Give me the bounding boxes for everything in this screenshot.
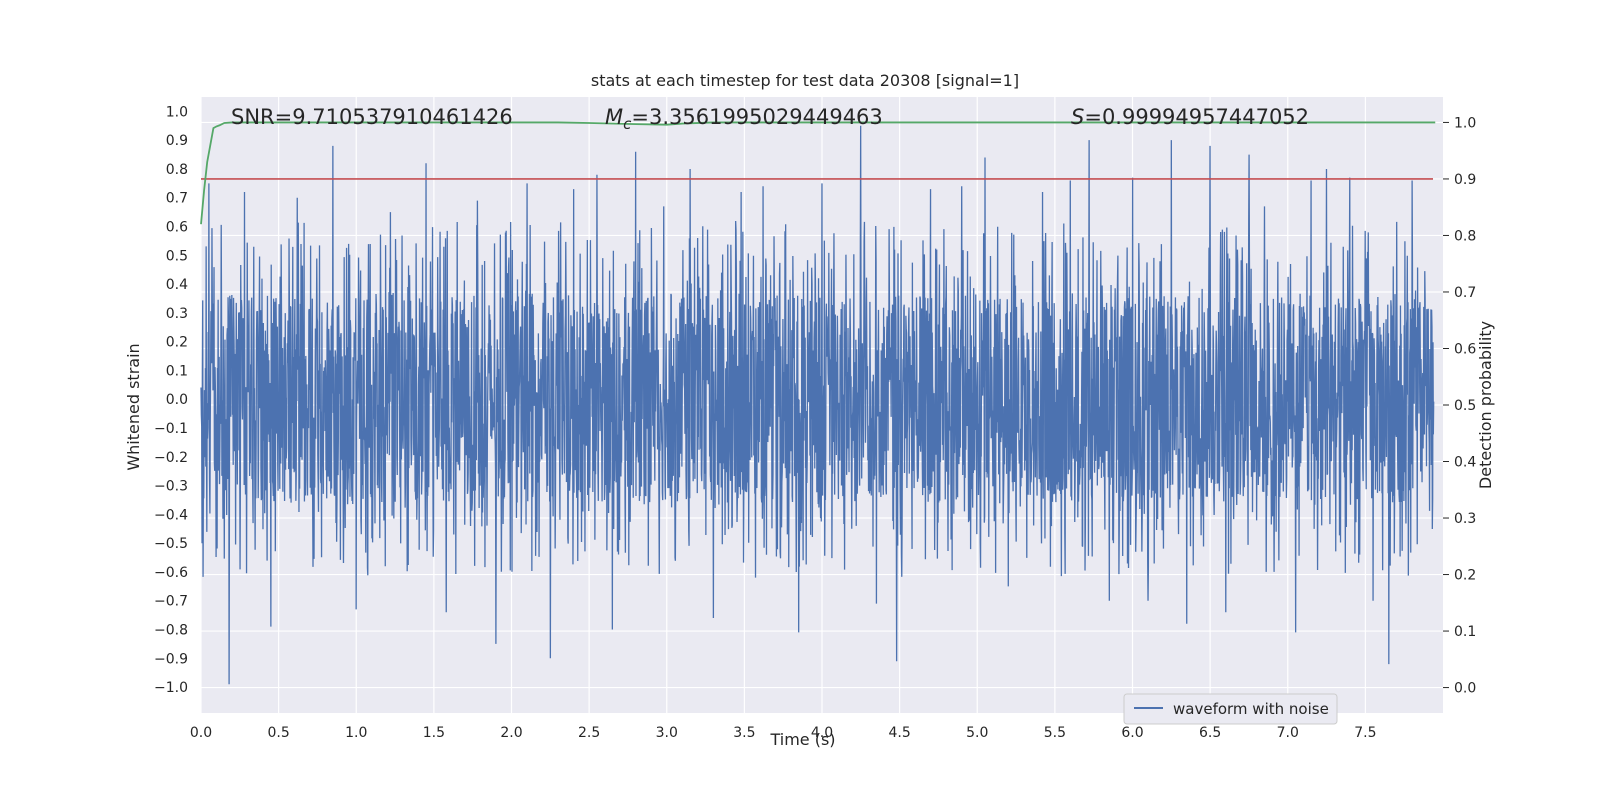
right-tick-label: 0.5 [1454, 398, 1476, 414]
x-tick-label: 7.0 [1277, 725, 1299, 741]
right-tick-label: 0.1 [1454, 624, 1476, 640]
left-tick-label: 0.5 [166, 248, 188, 264]
x-axis-ticks: 0.0 0.5 1.0 1.5 2.0 2.5 3.0 3.5 4.0 4.5 5.0 5.5 6.0 6… [190, 725, 1377, 741]
legend-box [1123, 693, 1338, 725]
right-tick-label: 0.4 [1454, 455, 1476, 471]
legend: waveform with noise [1123, 693, 1338, 725]
chart-title: stats at each timestep for test data 203… [591, 71, 1019, 90]
right-tick-label: 1.0 [1454, 115, 1476, 131]
right-tick-label: 0.7 [1454, 285, 1476, 301]
right-tick-label: 0.0 [1454, 681, 1476, 697]
x-tick-label: 7.5 [1354, 725, 1376, 741]
left-tick-label: 0.2 [166, 335, 188, 351]
waveform-series [200, 125, 1435, 685]
right-tick-label: 0.2 [1454, 568, 1476, 584]
significance-symbol: S [1071, 105, 1084, 129]
x-tick-label: 4.5 [888, 725, 910, 741]
left-axis-ticks: 1.0 0.9 0.8 0.7 0.6 0.5 0.4 0.3 0.2 0.1 0.0 −0.1 −0.… [154, 104, 188, 696]
chirp-mass-value: =3.3561995029449463 [631, 105, 882, 129]
x-axis-label: Time (s) [769, 730, 835, 749]
left-tick-label: 0.6 [166, 220, 188, 236]
probability-series [200, 121, 1436, 225]
x-tick-label: 5.0 [966, 725, 988, 741]
probability-line [200, 121, 1436, 225]
left-tick-label: −0.9 [154, 651, 188, 667]
x-tick-label: 6.5 [1199, 725, 1221, 741]
right-tick-label: 0.8 [1454, 228, 1476, 244]
left-tick-label: 0.4 [166, 277, 188, 293]
left-tick-label: −0.4 [154, 507, 188, 523]
x-tick-label: 2.0 [500, 725, 522, 741]
chirp-mass-annotation: Mc=3.3561995029449463 [605, 105, 883, 133]
x-tick-label: 1.0 [345, 725, 367, 741]
left-tick-label: 0.9 [166, 133, 188, 149]
x-tick-label: 1.5 [423, 725, 445, 741]
left-tick-label: −0.2 [154, 450, 188, 466]
snr-annotation: SNR=9.710537910461426 [231, 105, 513, 129]
right-tick-label: 0.6 [1454, 341, 1476, 357]
significance-annotation: S=0.99994957447052 [1071, 105, 1309, 129]
waveform-line [200, 125, 1435, 685]
legend-label: waveform with noise [1173, 700, 1329, 718]
left-tick-label: 0.8 [166, 162, 188, 178]
left-tick-label: −0.3 [154, 479, 188, 495]
x-tick-label: 4.0 [811, 725, 833, 741]
x-tick-label: 2.5 [578, 725, 600, 741]
x-tick-label: 0.5 [267, 725, 289, 741]
right-tick-label: 0.9 [1454, 172, 1476, 188]
right-axis-ticks: 1.0 0.9 0.8 0.7 0.6 0.5 0.4 0.3 0.2 0.1 0.0 [1443, 115, 1476, 697]
right-tick-label: 0.3 [1454, 511, 1476, 527]
chirp-mass-subscript: c [623, 115, 632, 133]
left-tick-label: −0.5 [154, 536, 188, 552]
right-axis-label: Detection probability [1476, 321, 1495, 489]
left-tick-label: 0.3 [166, 306, 188, 322]
left-tick-label: −0.6 [154, 565, 188, 581]
left-axis-label: Whitened strain [124, 343, 143, 470]
x-tick-label: 6.0 [1121, 725, 1143, 741]
left-tick-label: 0.7 [166, 191, 188, 207]
x-tick-label: 3.0 [656, 725, 678, 741]
left-tick-label: 0.1 [166, 363, 188, 379]
significance-value: =0.99994957447052 [1084, 105, 1309, 129]
left-tick-label: 1.0 [166, 104, 188, 120]
left-tick-label: −0.7 [154, 594, 188, 610]
x-tick-label: 3.5 [733, 725, 755, 741]
left-tick-label: 0.0 [166, 392, 188, 408]
left-tick-label: −1.0 [154, 680, 188, 696]
left-tick-label: −0.1 [154, 421, 188, 437]
chirp-mass-symbol: M [605, 105, 623, 129]
x-tick-label: 0.0 [190, 725, 212, 741]
x-tick-label: 5.5 [1044, 725, 1066, 741]
left-tick-label: −0.8 [154, 623, 188, 639]
